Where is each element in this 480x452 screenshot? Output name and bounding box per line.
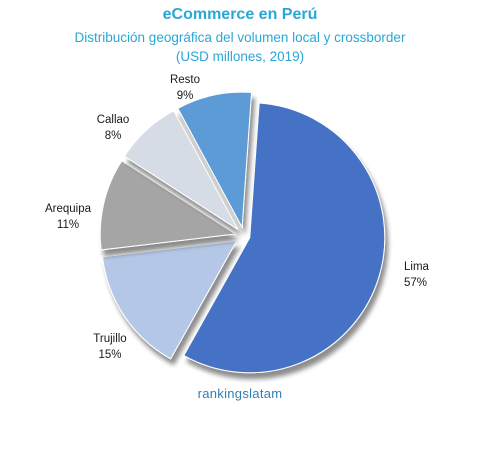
slice-label-value: 57%: [404, 277, 427, 289]
slice-label-resto: Resto 9%: [170, 74, 200, 102]
slice-label-name: Resto: [170, 74, 200, 86]
chart-subtitle-line1: Distribución geográfica del volumen loca…: [74, 30, 406, 45]
slice-label-name: Trujillo: [93, 333, 126, 345]
slice-label-value: 15%: [98, 349, 121, 361]
watermark-text: rankingslatam: [197, 386, 283, 401]
slice-label-callao: Callao 8%: [97, 114, 130, 142]
pie-slice-resto: [177, 91, 253, 229]
pie-slice-arequipa: [99, 160, 237, 251]
pie-slice-lima: [183, 102, 386, 374]
slice-label-value: 9%: [177, 90, 194, 102]
slice-label-name: Arequipa: [45, 203, 92, 215]
pie-slice-callao: [123, 109, 239, 230]
chart-title: eCommerce en Perú: [162, 6, 318, 23]
slice-label-lima: Lima 57%: [404, 261, 430, 289]
slice-label-trujillo: Trujillo 15%: [93, 333, 126, 361]
chart-subtitle-line2: (USD millones, 2019): [175, 49, 305, 64]
slice-label-name: Callao: [97, 114, 130, 126]
slice-label-name: Lima: [404, 261, 430, 273]
slice-label-value: 8%: [105, 130, 122, 142]
pie-slice-trujillo: [101, 240, 238, 360]
slice-label-value: 11%: [57, 219, 79, 231]
slice-label-arequipa: Arequipa 11%: [45, 203, 92, 231]
